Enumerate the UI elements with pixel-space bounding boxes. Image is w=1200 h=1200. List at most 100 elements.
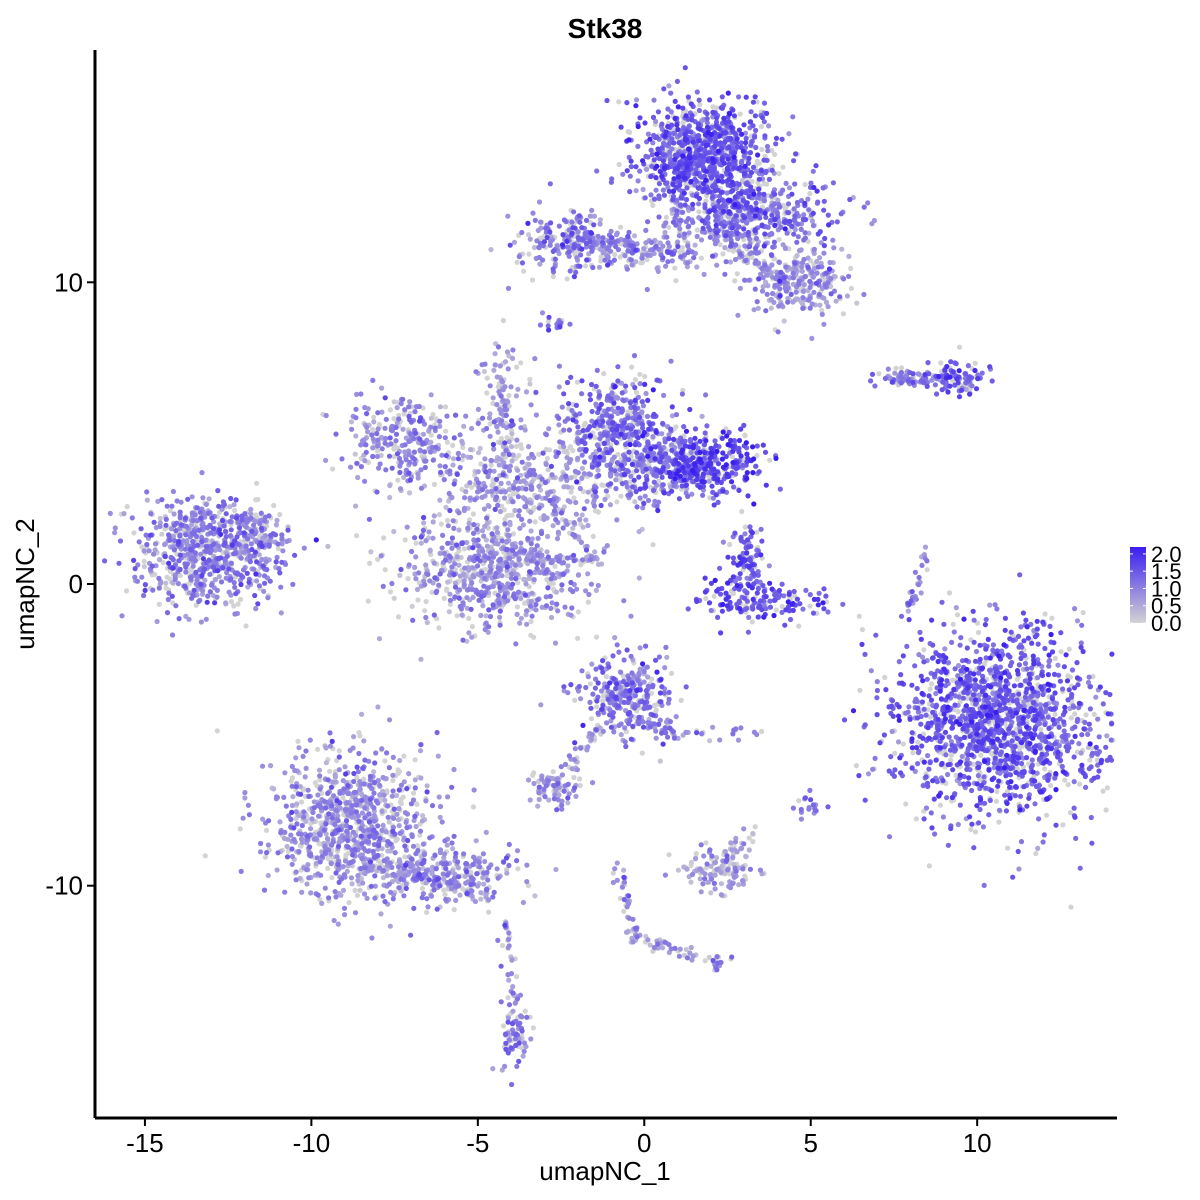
cell-point [157,523,163,530]
cell-point [603,674,610,680]
cell-point [924,567,930,573]
cell-point [585,674,591,680]
cell-point [450,456,457,462]
cell-point [445,794,451,800]
cell-point [231,603,237,609]
cell-point [424,783,430,789]
cell-point [613,232,620,238]
cell-point [848,265,854,271]
cell-point [482,456,488,462]
cell-point [1060,822,1066,828]
cell-point [481,506,487,512]
cell-point [538,702,544,708]
cell-point [518,1013,524,1019]
cell-point [520,899,527,906]
cell-point [388,889,394,895]
cell-point [490,400,496,407]
cell-point [550,523,556,529]
cell-point [346,900,352,906]
cell-point [612,866,618,872]
cell-point [578,696,584,702]
cell-point [968,826,974,833]
cell-point [831,245,837,251]
cell-point [462,495,468,501]
cell-point [697,102,703,108]
cell-point [915,739,921,745]
cell-point [602,496,608,502]
cell-point [314,783,320,789]
cell-point [536,483,542,489]
cell-point [423,562,429,568]
cell-point [807,191,813,197]
cell-point [355,877,361,884]
cell-point [439,545,445,551]
cell-point [547,489,554,495]
cell-point [776,171,782,177]
cell-point [786,185,793,191]
cell-point [662,229,668,235]
cell-point [288,778,294,784]
cell-point [732,278,738,284]
cell-point [475,406,481,412]
cell-point [535,227,541,234]
cell-point [574,767,581,773]
cell-point [645,937,651,943]
cell-point [482,858,488,865]
cell-point [554,536,561,542]
cell-point [585,599,591,605]
cell-point [526,777,532,783]
cell-point [307,737,313,743]
cell-point [367,560,373,567]
cell-point [505,366,511,372]
cell-point [361,891,368,897]
cell-point [535,803,541,809]
cell-point [717,242,723,248]
cell-point [543,461,549,467]
cell-point [640,186,646,193]
cell-point [391,595,397,601]
cell-point [223,600,229,606]
cell-point [766,123,772,129]
cell-point [157,515,163,522]
cell-point [348,464,354,470]
cell-point [856,613,862,619]
cell-point [926,863,933,869]
cell-point [735,312,741,318]
cell-point [805,196,811,202]
cell-point [531,634,537,640]
cell-point [425,904,431,910]
cell-point [475,469,481,475]
cell-point [742,433,748,439]
cell-point [737,111,743,117]
cell-point [635,178,641,184]
cell-point [882,674,888,681]
cell-point [412,564,418,571]
cell-point [141,558,147,565]
cell-point [507,519,513,526]
cell-point [585,571,591,577]
cell-point [400,794,406,800]
cell-point [636,670,642,677]
cell-point [511,491,517,497]
cell-point [663,214,670,220]
cell-point [437,497,443,503]
cell-point [710,724,716,730]
cell-point [361,738,367,744]
cell-point [575,609,582,615]
cell-point [800,288,807,294]
cell-point [669,258,675,264]
cell-point [325,865,331,872]
cell-point [544,577,550,583]
cell-point [325,543,331,550]
cell-point [523,389,530,395]
cell-point [481,881,487,887]
cell-point [428,415,434,421]
cell-point [927,686,933,692]
cell-point [484,543,490,549]
cell-point [451,766,457,773]
cell-point [589,661,595,667]
cell-point [916,371,922,377]
cell-point [644,252,651,258]
cell-point [1047,783,1054,789]
